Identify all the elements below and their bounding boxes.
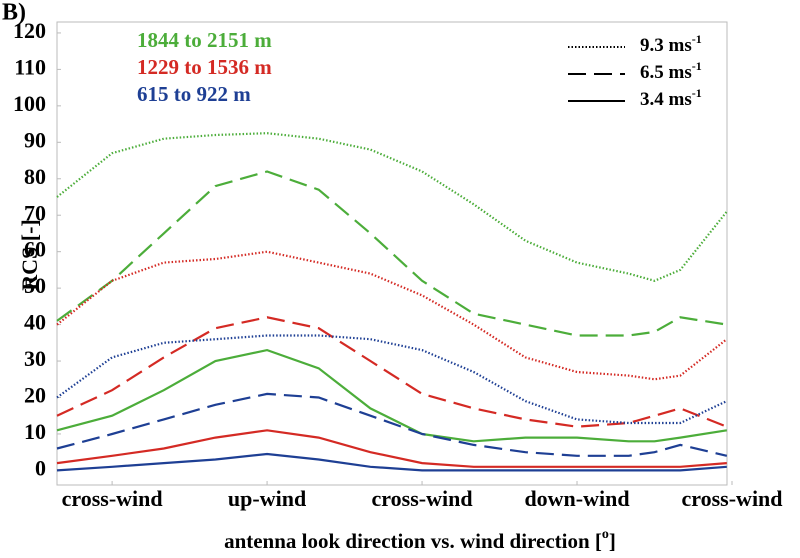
legend-style-label: 3.4 ms-1 bbox=[640, 86, 702, 111]
x-axis-label-sup: o bbox=[602, 527, 609, 542]
legend-style-text: 6.5 ms bbox=[640, 62, 692, 83]
series-line bbox=[56, 132, 728, 282]
series-line bbox=[56, 316, 728, 428]
legend-style-text: 9.3 ms bbox=[640, 35, 692, 56]
legend-style-sup: -1 bbox=[692, 32, 702, 46]
series-line bbox=[56, 348, 727, 443]
x-tick-label: down-wind bbox=[524, 486, 629, 511]
legend-label: 1844 to 2151 m bbox=[137, 28, 272, 52]
legend-label: 1229 to 1536 m bbox=[137, 55, 272, 79]
x-axis-label-text: antenna look direction vs. wind directio… bbox=[224, 529, 602, 553]
legend-style-label: 6.5 ms-1 bbox=[640, 59, 702, 84]
legend-style-sup: -1 bbox=[692, 59, 702, 73]
legend-style-label: 9.3 ms-1 bbox=[640, 32, 702, 57]
y-tick-label: 30 bbox=[24, 346, 46, 371]
y-tick-label: 40 bbox=[24, 310, 46, 335]
legend-style-sup: -1 bbox=[692, 86, 702, 100]
y-tick-label: 90 bbox=[24, 127, 46, 152]
series-line bbox=[56, 429, 727, 468]
series-line bbox=[56, 452, 727, 472]
x-axis-label: antenna look direction vs. wind directio… bbox=[224, 527, 616, 553]
y-tick-label: 0 bbox=[35, 455, 46, 480]
series-line bbox=[56, 334, 728, 425]
y-tick-label: 70 bbox=[24, 200, 46, 225]
x-axis-label-end: ] bbox=[609, 529, 616, 553]
series-line bbox=[56, 392, 728, 457]
y-tick-label: 80 bbox=[24, 164, 46, 189]
legend-label: 615 to 922 m bbox=[137, 82, 251, 106]
y-tick-label: 120 bbox=[13, 18, 46, 43]
series-line bbox=[56, 170, 727, 337]
y-tick-label: 110 bbox=[14, 54, 46, 79]
x-tick-label: cross-wind bbox=[62, 486, 163, 511]
x-tick-label: cross-wind bbox=[372, 486, 473, 511]
x-tick-label: cross-wind bbox=[681, 486, 782, 511]
y-axis-label: RCS [-] bbox=[17, 219, 42, 291]
legend-style-text: 3.4 ms bbox=[640, 89, 692, 110]
y-tick-label: 60 bbox=[24, 237, 46, 262]
y-tick-label: 50 bbox=[24, 273, 46, 298]
y-tick-label: 100 bbox=[13, 91, 46, 116]
y-tick-label: 10 bbox=[24, 419, 46, 444]
x-tick-label: up-wind bbox=[228, 486, 306, 511]
series-line bbox=[56, 250, 728, 381]
y-tick-label: 20 bbox=[24, 383, 46, 408]
panel-label: B) bbox=[2, 0, 26, 26]
plot-frame bbox=[56, 21, 728, 486]
